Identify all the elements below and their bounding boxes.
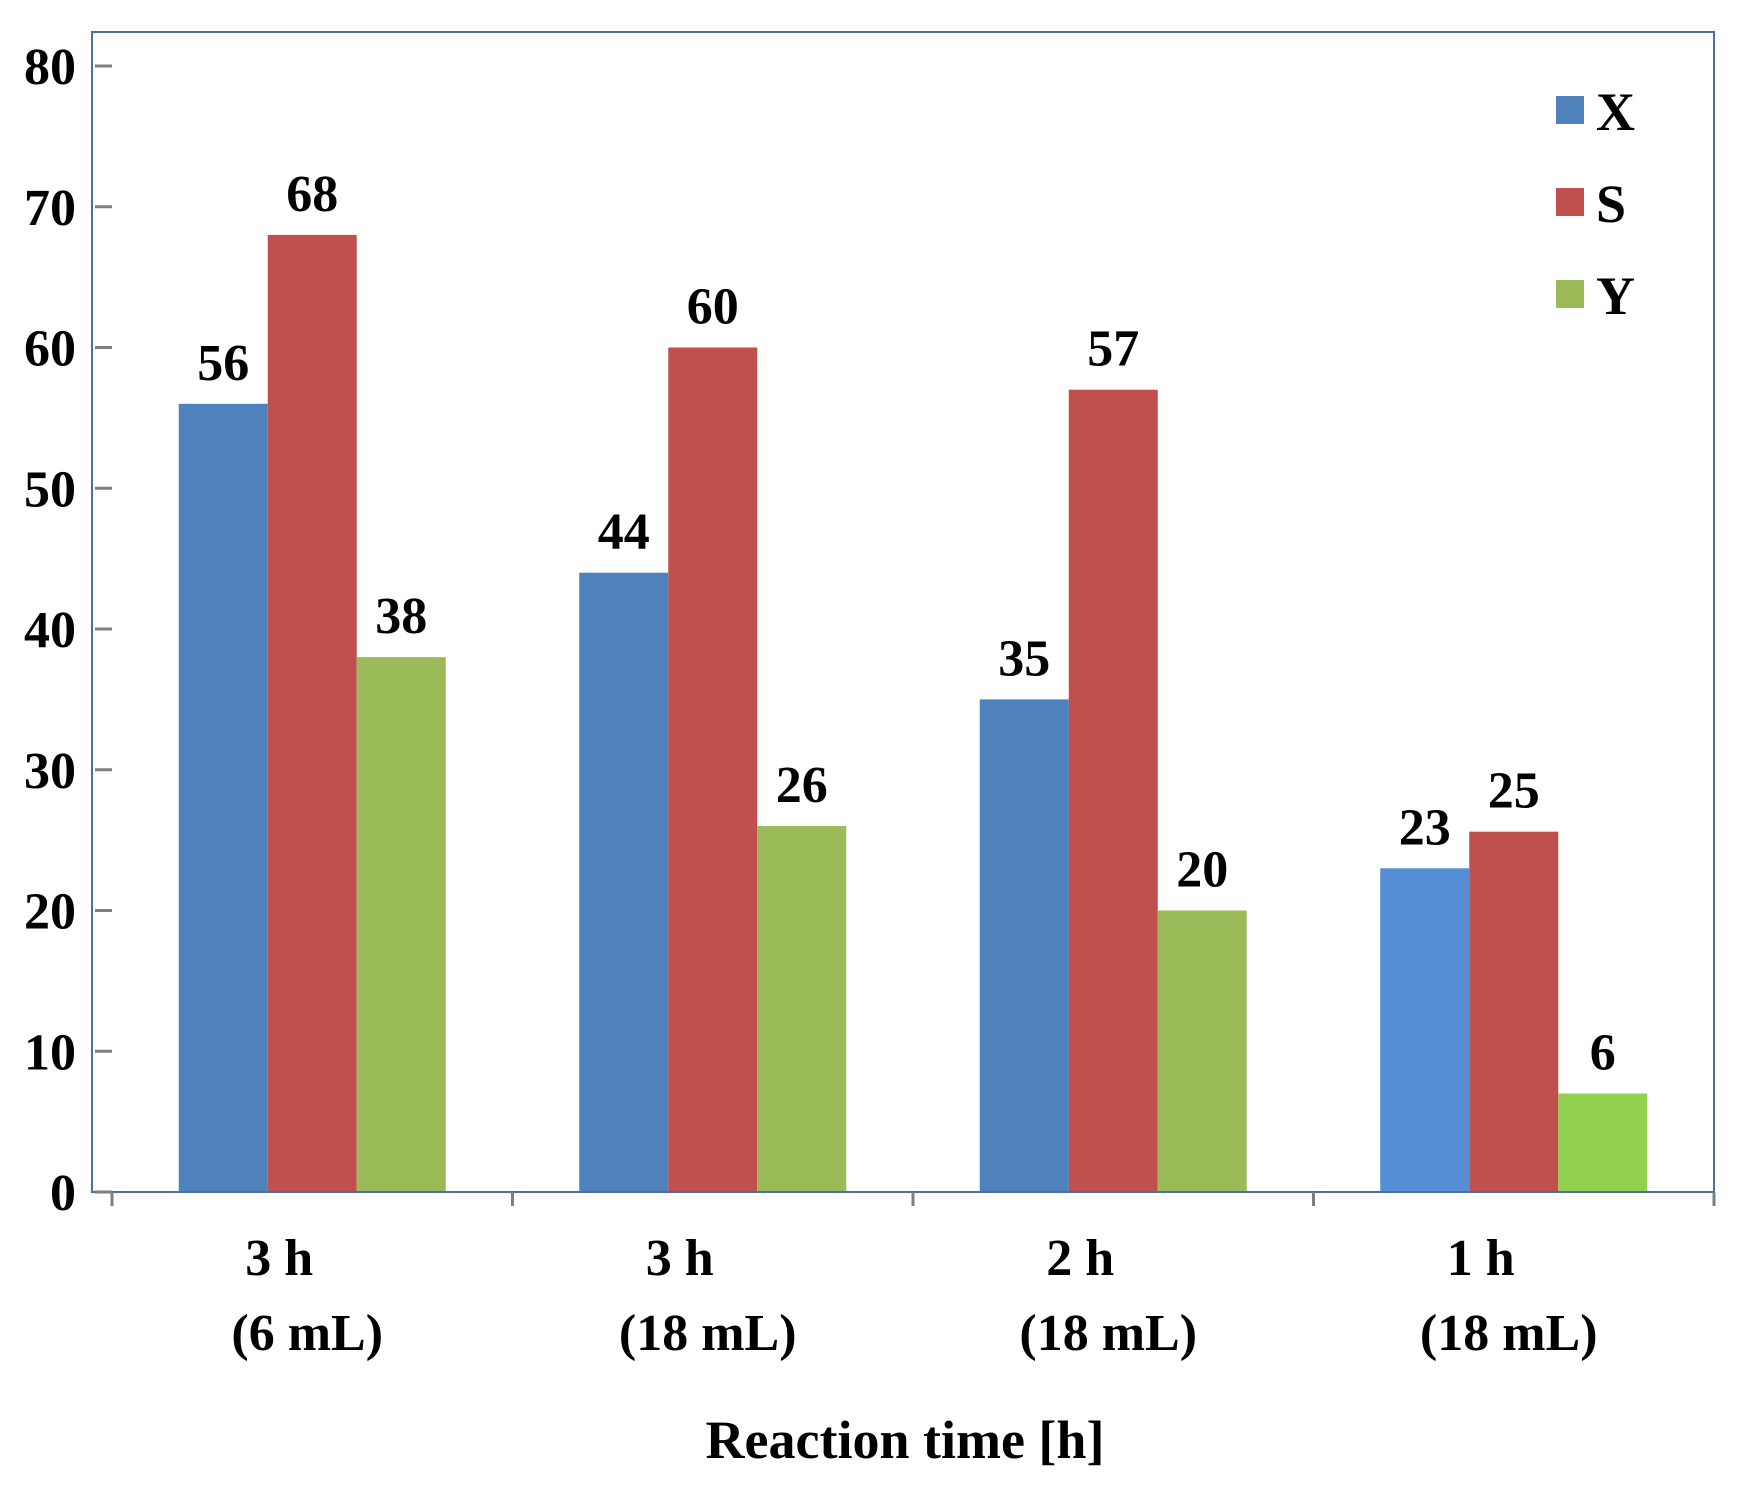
data-label-x-1: 56: [197, 335, 249, 392]
bar-x-1: [179, 404, 268, 1192]
y-tick-label-60: 60: [24, 321, 76, 378]
data-label-y-3: 20: [1176, 842, 1228, 899]
bar-x-4: [1380, 868, 1469, 1192]
legend-swatch-y: [1556, 280, 1584, 308]
data-label-x-2: 44: [598, 504, 650, 561]
y-tick-label-20: 20: [24, 884, 76, 941]
data-label-s-1: 68: [286, 166, 338, 223]
y-tick-label-50: 50: [24, 461, 76, 518]
data-label-x-4: 23: [1399, 799, 1451, 856]
y-tick-label-40: 40: [24, 602, 76, 659]
bar-s-2: [668, 348, 757, 1193]
data-label-y-2: 26: [776, 757, 828, 814]
bar-y-2: [757, 826, 846, 1192]
legend-swatch-x: [1556, 96, 1584, 124]
data-label-y-4: 6: [1590, 1024, 1616, 1081]
bar-s-1: [268, 235, 357, 1192]
bar-x-2: [579, 573, 668, 1192]
bar-y-4: [1558, 1093, 1647, 1192]
bar-y-1: [357, 657, 446, 1192]
x-tick-label-3-line2: (18 mL): [1019, 1305, 1197, 1362]
data-label-s-2: 60: [687, 279, 739, 336]
data-label-y-1: 38: [375, 588, 427, 645]
data-label-x-3: 35: [998, 630, 1050, 687]
chart-container: 0 10 20 30 40 50 60 70 80 3 h (6 mL) 3 h (18 mL) 2 h (…: [0, 0, 1738, 1492]
x-tick-label-1-line2: (6 mL): [231, 1305, 383, 1362]
y-tick-label-0: 0: [50, 1165, 76, 1222]
y-tick-label-10: 10: [24, 1024, 76, 1081]
bar-x-3: [980, 699, 1069, 1192]
x-tick-label-2-line1: 3 h: [646, 1230, 714, 1287]
data-label-s-4: 25: [1488, 763, 1540, 820]
y-tick-label-80: 80: [24, 39, 76, 96]
bar-chart: 0 10 20 30 40 50 60 70 80 3 h (6 mL) 3 h (18 mL) 2 h (…: [0, 0, 1738, 1492]
y-tick-label-70: 70: [24, 180, 76, 237]
x-axis-title: Reaction time [h]: [706, 1410, 1105, 1470]
legend-label-s: S: [1596, 174, 1626, 234]
bar-y-3: [1158, 911, 1247, 1193]
x-tick-label-2-line2: (18 mL): [619, 1305, 797, 1362]
legend-label-x: X: [1596, 82, 1635, 142]
data-label-s-3: 57: [1087, 321, 1139, 378]
bar-s-4: [1469, 832, 1558, 1192]
x-tick-label-3-line1: 2 h: [1046, 1230, 1114, 1287]
legend-label-y: Y: [1596, 266, 1635, 326]
bar-s-3: [1069, 390, 1158, 1192]
x-tick-label-4-line1: 1 h: [1447, 1230, 1515, 1287]
y-tick-label-30: 30: [24, 743, 76, 800]
x-tick-label-1-line1: 3 h: [245, 1230, 313, 1287]
x-tick-label-4-line2: (18 mL): [1420, 1305, 1598, 1362]
legend-swatch-s: [1556, 188, 1584, 216]
